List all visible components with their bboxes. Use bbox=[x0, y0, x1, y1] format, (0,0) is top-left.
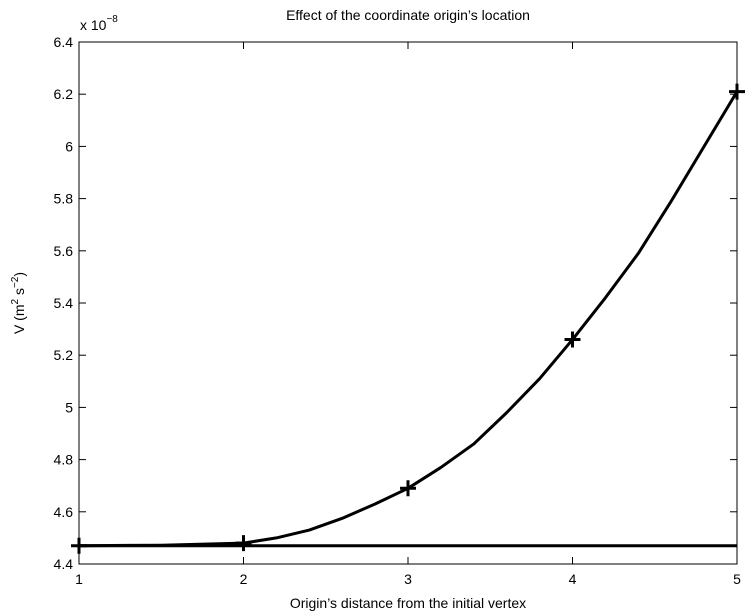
y-tick-label: 6.4 bbox=[54, 34, 74, 50]
y-label-sup: 2 bbox=[10, 298, 21, 304]
y-tick-label: 5.2 bbox=[54, 347, 74, 363]
y-tick-label: 5.4 bbox=[54, 295, 74, 311]
multiplier-base: x 10 bbox=[80, 17, 107, 33]
data-point bbox=[564, 331, 581, 348]
y-tick-label: 6.2 bbox=[54, 86, 74, 102]
x-tick-label: 2 bbox=[240, 571, 248, 587]
chart-title: Effect of the coordinate origin’s locati… bbox=[286, 7, 530, 23]
y-label-part: V (m bbox=[11, 304, 27, 334]
y-tick-label: 5 bbox=[65, 399, 73, 415]
multiplier-exponent: −8 bbox=[106, 14, 118, 25]
y-label-part: s bbox=[11, 288, 27, 299]
data-point bbox=[400, 480, 416, 497]
x-tick-label: 1 bbox=[75, 571, 83, 587]
x-tick-label: 4 bbox=[569, 571, 577, 587]
y-label-sup: −2 bbox=[10, 276, 21, 288]
data-line bbox=[78, 90, 739, 548]
y-tick-label: 4.6 bbox=[54, 504, 74, 520]
data-point bbox=[729, 83, 745, 100]
x-axis-label: Origin’s distance from the initial verte… bbox=[290, 595, 526, 611]
x-tick-label: 3 bbox=[404, 571, 412, 587]
axis-multiplier: x 10−8 bbox=[80, 14, 118, 33]
y-tick-label: 6 bbox=[65, 138, 73, 154]
y-tick-label: 5.6 bbox=[54, 243, 74, 259]
data-point bbox=[235, 535, 252, 552]
x-tick-label: 5 bbox=[733, 571, 741, 587]
y-axis-label: V (m2 s−2) bbox=[10, 272, 27, 334]
y-tick-label: 5.8 bbox=[54, 191, 74, 207]
y-tick-label: 4.4 bbox=[54, 556, 74, 572]
y-label-part: ) bbox=[11, 272, 27, 277]
y-tick-label: 4.8 bbox=[54, 452, 74, 468]
